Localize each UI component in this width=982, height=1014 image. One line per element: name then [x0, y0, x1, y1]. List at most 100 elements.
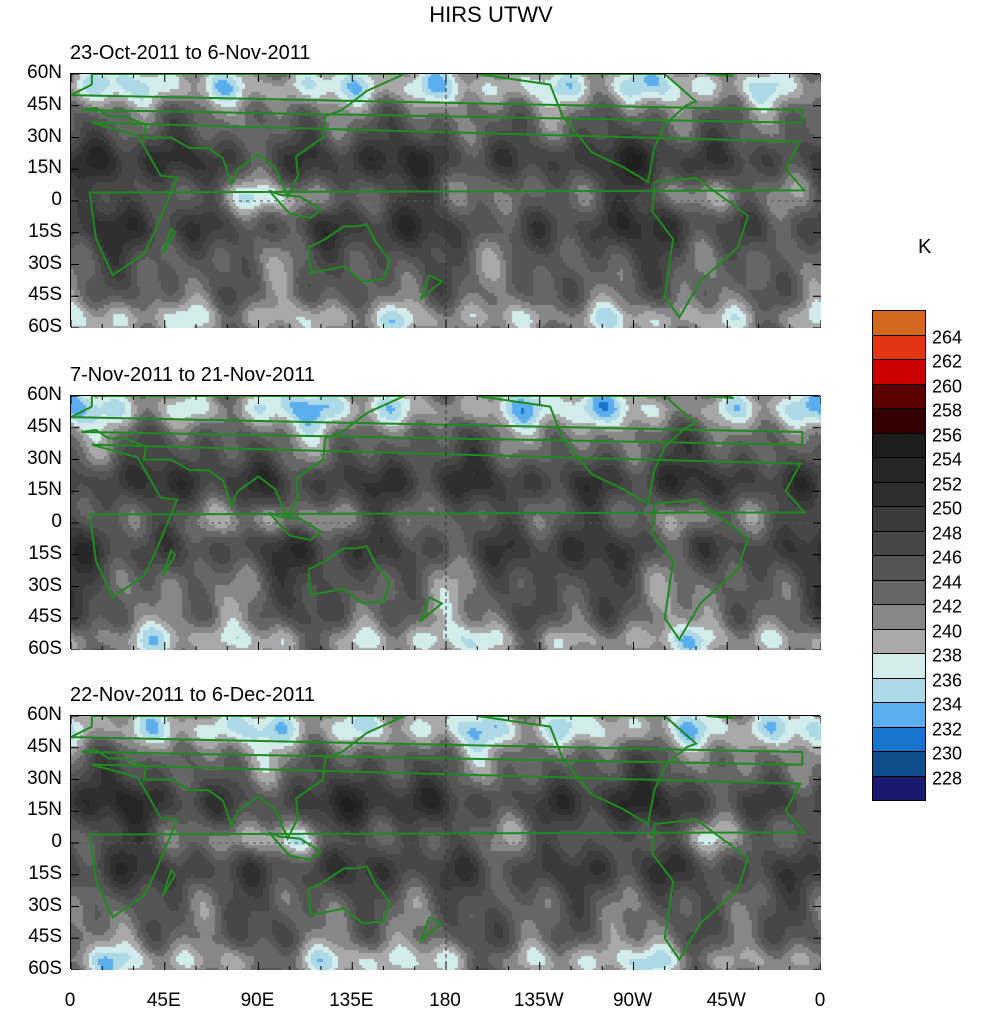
- coastline: [651, 818, 750, 962]
- colorbar-label: 244: [932, 572, 963, 592]
- lon-tick-label: 180: [429, 990, 461, 1011]
- coastline: [307, 865, 391, 925]
- coastline: [71, 716, 804, 842]
- colorbar-swatch: [872, 457, 926, 483]
- lat-tick-label: 30S: [28, 252, 62, 274]
- colorbar-label: 260: [932, 376, 963, 396]
- coastline: [418, 274, 444, 302]
- lat-tick-label: 60N: [27, 62, 62, 83]
- coastline: [88, 443, 807, 599]
- coastline: [88, 763, 807, 919]
- coastline: [71, 396, 804, 522]
- lon-tick-label: 135E: [329, 990, 374, 1011]
- colorbar-label: 232: [932, 719, 963, 739]
- colorbar-swatch: [872, 555, 926, 581]
- lat-tick-label: 45N: [27, 415, 62, 437]
- lat-tick-label: 45S: [28, 606, 62, 628]
- lon-tick-label: 135W: [513, 990, 564, 1011]
- colorbar-unit: K: [918, 236, 932, 258]
- colorbar-label: 230: [932, 743, 963, 764]
- colorbar-swatch: [872, 310, 926, 336]
- colorbar-swatch: [872, 506, 926, 532]
- coastline: [161, 226, 177, 255]
- coastline: [418, 596, 444, 624]
- lat-tick-label: 15N: [27, 479, 62, 501]
- colorbar-swatch: [872, 334, 926, 360]
- coastline: [268, 511, 323, 542]
- colorbar-swatch: [872, 702, 926, 728]
- colorbar: [872, 310, 926, 801]
- coastline: [88, 121, 807, 277]
- lon-tick-label: 0: [814, 990, 826, 1011]
- lat-tick-label: 60S: [28, 638, 62, 659]
- coastline: [268, 189, 323, 220]
- colorbar-label: 246: [932, 547, 963, 568]
- colorbar-swatch: [872, 408, 926, 434]
- coastline: [477, 396, 698, 506]
- colorbar-label: 248: [932, 523, 963, 543]
- coastline: [706, 716, 734, 720]
- coastline: [161, 548, 177, 577]
- colorbar-swatch: [872, 481, 926, 507]
- colorbar-swatch: [872, 751, 926, 777]
- lat-tick-label: 0: [51, 189, 62, 210]
- lat-tick-label: 60N: [27, 704, 62, 725]
- lat-tick-label: 15N: [27, 157, 62, 179]
- colorbar-swatch: [872, 653, 926, 679]
- lat-tick-label: 45N: [27, 735, 62, 757]
- coastline: [706, 396, 734, 400]
- map-panel: [70, 73, 821, 328]
- colorbar-swatch: [872, 383, 926, 409]
- panel-title: 22-Nov-2011 to 6-Dec-2011: [70, 684, 315, 706]
- colorbar-label: 264: [932, 327, 963, 347]
- lon-tick-label: 90E: [240, 990, 275, 1011]
- colorbar-swatch: [872, 432, 926, 458]
- coastline: [651, 498, 750, 642]
- lat-tick-label: 60S: [28, 958, 62, 979]
- colorbar-label: 242: [932, 596, 963, 617]
- colorbar-label: 238: [932, 645, 963, 666]
- panel-title: 23-Oct-2011 to 6-Nov-2011: [70, 42, 311, 64]
- coastline: [477, 716, 698, 826]
- lat-tick-label: 60S: [28, 316, 62, 337]
- colorbar-label: 250: [932, 498, 963, 519]
- colorbar-label: 240: [932, 621, 963, 641]
- map-panel: [70, 395, 821, 650]
- colorbar-label: 236: [932, 670, 963, 690]
- coastline: [161, 868, 177, 897]
- lat-tick-label: 30S: [28, 894, 62, 916]
- lat-tick-label: 15S: [28, 542, 62, 564]
- panel-title: 7-Nov-2011 to 21-Nov-2011: [70, 364, 315, 386]
- lon-tick-label: 45W: [706, 990, 746, 1011]
- colorbar-label: 262: [932, 351, 963, 372]
- colorbar-swatch: [872, 579, 926, 605]
- coastline: [268, 831, 323, 862]
- lon-tick-label: 90W: [612, 990, 653, 1011]
- colorbar-label: 254: [932, 449, 963, 470]
- lat-tick-label: 30N: [27, 447, 62, 469]
- colorbar-swatch: [872, 359, 926, 385]
- colorbar-label: 234: [932, 694, 963, 715]
- coastline: [71, 74, 804, 200]
- colorbar-swatch: [872, 628, 926, 654]
- colorbar-swatch: [872, 530, 926, 556]
- coastline: [706, 74, 734, 78]
- coastline: [477, 74, 698, 184]
- figure-title: HIRS UTWV: [429, 2, 553, 27]
- lon-tick-label: 45E: [146, 990, 181, 1011]
- lat-tick-label: 15N: [27, 799, 62, 821]
- lat-tick-label: 0: [51, 511, 62, 532]
- map-panel: [70, 715, 821, 970]
- lat-tick-label: 30N: [27, 767, 62, 789]
- lat-tick-label: 45S: [28, 926, 62, 948]
- colorbar-label: 256: [932, 425, 963, 445]
- colorbar-swatch: [872, 604, 926, 630]
- colorbar-swatch: [872, 726, 926, 752]
- colorbar-label: 258: [932, 400, 963, 421]
- lat-tick-label: 60N: [27, 384, 62, 405]
- colorbar-label: 228: [932, 768, 963, 788]
- coastline: [307, 545, 391, 605]
- lat-tick-label: 15S: [28, 862, 62, 884]
- coastline: [418, 916, 444, 944]
- lat-tick-label: 45S: [28, 284, 62, 306]
